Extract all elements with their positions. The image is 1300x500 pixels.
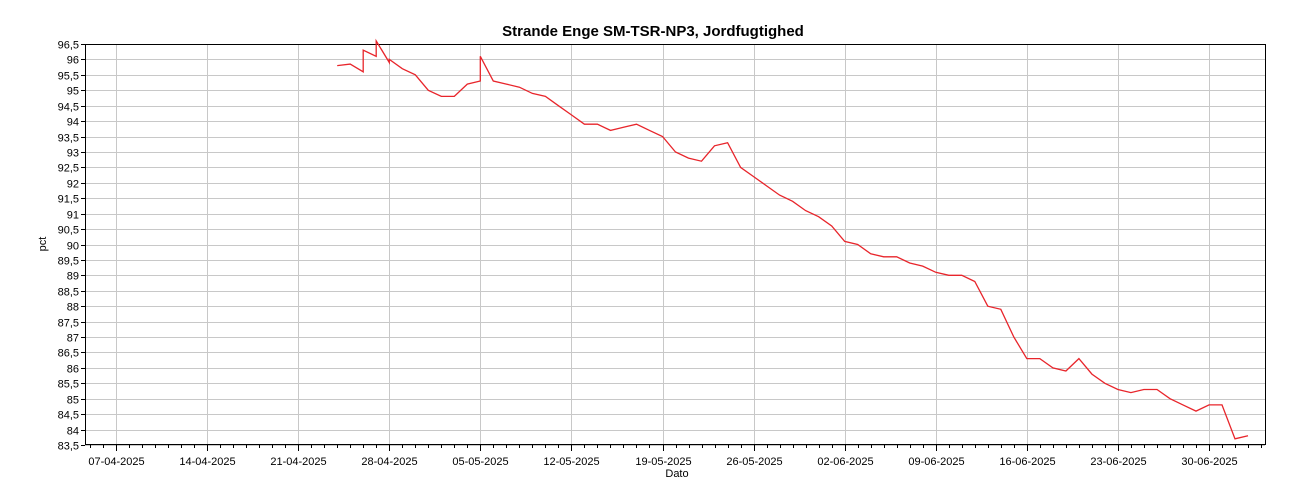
x-tick-label: 19-05-2025 bbox=[635, 456, 691, 468]
x-tick-label: 23-06-2025 bbox=[1090, 456, 1146, 468]
series-line bbox=[337, 38, 1249, 440]
x-tick-label: 07-04-2025 bbox=[88, 456, 144, 468]
y-tick-label: 87,5 bbox=[58, 318, 79, 330]
y-axis-label: pct bbox=[37, 237, 49, 252]
y-tick-label: 86 bbox=[67, 364, 79, 376]
x-tick-label: 28-04-2025 bbox=[361, 456, 417, 468]
y-tick-label: 93,5 bbox=[58, 133, 79, 145]
y-tick-label: 88 bbox=[67, 302, 79, 314]
y-tick-label: 95 bbox=[67, 86, 79, 98]
x-tick-label: 09-06-2025 bbox=[908, 456, 964, 468]
y-tick-label: 91,5 bbox=[58, 194, 79, 206]
y-tick-label: 90,5 bbox=[58, 225, 79, 237]
x-tick-label: 14-04-2025 bbox=[179, 456, 235, 468]
y-tick-label: 86,5 bbox=[58, 348, 79, 360]
y-tick-label: 88,5 bbox=[58, 287, 79, 299]
y-axis-ticks: 83,5 84 84,5 85 85,5 86 86,5 87 87,5 88 88,5 89 89,5… bbox=[58, 40, 85, 453]
y-tick-label: 83,5 bbox=[58, 441, 79, 453]
x-tick-label: 26-05-2025 bbox=[726, 456, 782, 468]
y-tick-label: 87 bbox=[67, 333, 79, 345]
y-tick-label: 92 bbox=[67, 179, 79, 191]
y-tick-label: 92,5 bbox=[58, 163, 79, 175]
y-tick-label: 91 bbox=[67, 210, 79, 222]
chart-title: Strande Enge SM-TSR-NP3, Jordfugtighed bbox=[502, 23, 804, 40]
y-tick-label: 89,5 bbox=[58, 256, 79, 268]
y-tick-label: 85,5 bbox=[58, 379, 79, 391]
x-axis-ticks: 07-04-2025 14-04-2025 21-04-2025 28-04-2025… bbox=[88, 445, 1262, 468]
y-gridlines bbox=[85, 44, 1265, 446]
x-tick-label: 12-05-2025 bbox=[543, 456, 599, 468]
plot-frame bbox=[85, 44, 1266, 445]
x-axis-label: Dato bbox=[665, 468, 688, 480]
y-tick-label: 85 bbox=[67, 395, 79, 407]
y-tick-label: 84,5 bbox=[58, 410, 79, 422]
x-gridlines bbox=[116, 44, 1210, 445]
y-tick-label: 94,5 bbox=[58, 102, 79, 114]
x-tick-label: 05-05-2025 bbox=[452, 456, 508, 468]
x-tick-label: 16-06-2025 bbox=[999, 456, 1055, 468]
x-tick-label: 21-04-2025 bbox=[270, 456, 326, 468]
y-tick-label: 89 bbox=[67, 271, 79, 283]
y-tick-label: 95,5 bbox=[58, 71, 79, 83]
y-tick-label: 90 bbox=[67, 241, 79, 253]
y-tick-label: 84 bbox=[67, 426, 79, 438]
y-tick-label: 96,5 bbox=[58, 40, 79, 52]
y-tick-label: 96 bbox=[67, 55, 79, 67]
y-tick-label: 94 bbox=[67, 117, 79, 129]
x-tick-label: 02-06-2025 bbox=[817, 456, 873, 468]
y-tick-label: 93 bbox=[67, 148, 79, 160]
x-tick-label: 30-06-2025 bbox=[1181, 456, 1237, 468]
